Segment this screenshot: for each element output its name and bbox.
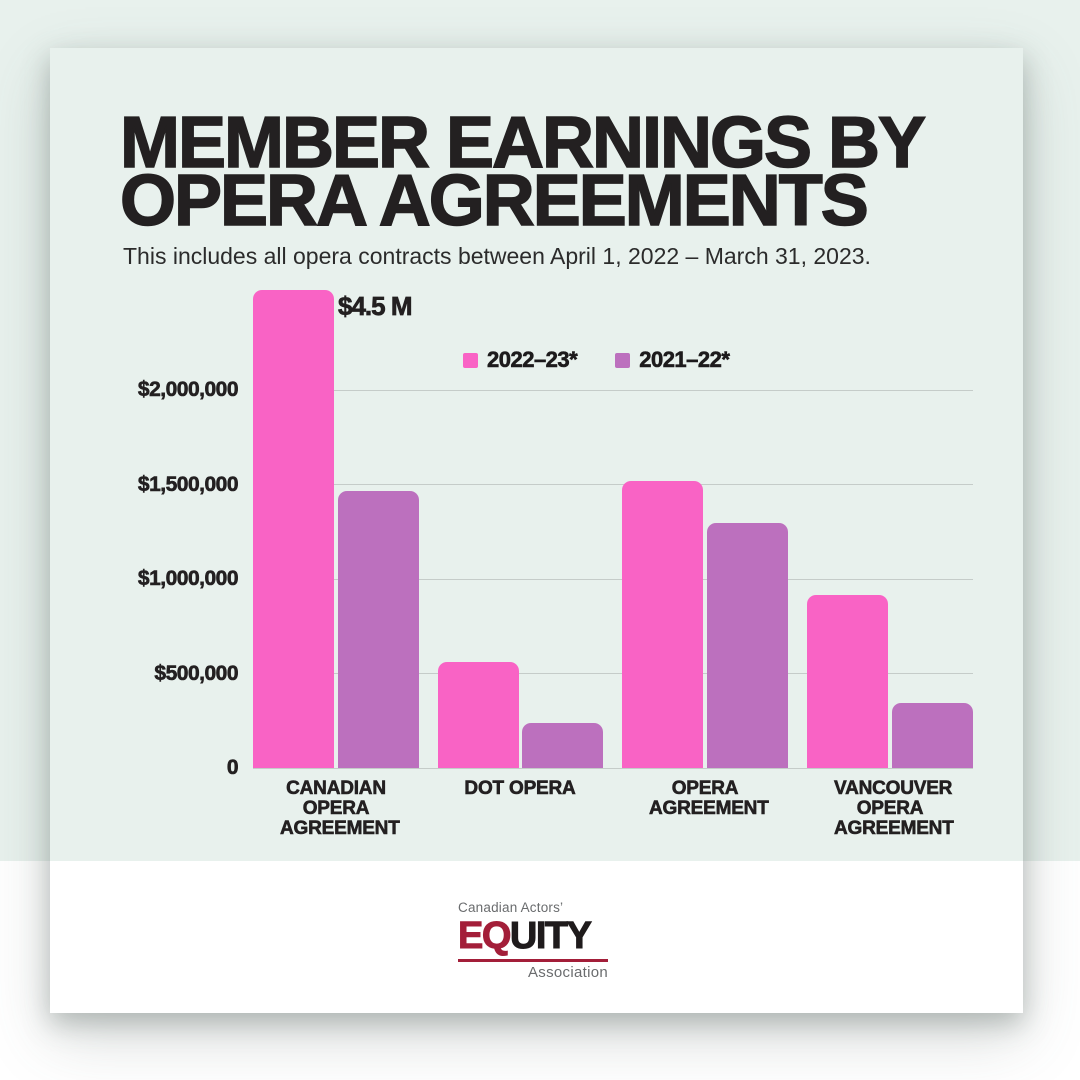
legend-swatch <box>615 352 631 368</box>
x-axis-category-label: OPERA AGREEMENT <box>649 778 769 819</box>
y-tick-label: $2,000,000 <box>137 378 239 402</box>
x-axis-baseline <box>253 767 973 769</box>
x-axis-category-label: CANADIAN OPERA AGREEMENT <box>280 778 400 839</box>
bar-202223-vancouver-opera-agreement <box>807 595 888 768</box>
equity-logo: Canadian Actors’ EQUITY Association <box>458 900 608 981</box>
legend-item: 2021–22* <box>615 347 730 373</box>
y-tick-label: 0 <box>226 756 239 780</box>
logo-pretext: Canadian Actors’ <box>458 900 564 915</box>
bar-202122-dot-opera <box>522 723 603 768</box>
bar-202223-dot-opera <box>438 662 519 768</box>
poster-card: MEMBER EARNINGS BY OPERA AGREEMENTS This… <box>50 48 1023 1013</box>
logo-wordmark-accent: EQ <box>458 915 512 957</box>
maple-leaf-icon <box>489 929 504 944</box>
legend-label: 2021–22* <box>639 347 730 373</box>
bar-202223-opera-agreement <box>622 481 703 768</box>
logo-rule <box>458 959 608 962</box>
bar-202223-canadian-opera-agreement <box>253 290 334 768</box>
page-title: MEMBER EARNINGS BY OPERA AGREEMENTS <box>119 103 925 241</box>
y-tick-label: $1,000,000 <box>137 567 239 591</box>
page-subtitle: This includes all opera contracts betwee… <box>123 243 871 269</box>
bar-202122-opera-agreement <box>707 523 788 768</box>
logo-wordmark-rest: UITY <box>509 915 592 957</box>
logo-posttext: Association <box>527 964 608 981</box>
y-tick-label: $1,500,000 <box>137 472 239 496</box>
gridline <box>253 578 973 580</box>
gridline <box>253 389 973 391</box>
legend-label: 2022–23* <box>487 347 578 373</box>
y-tick-label: $500,000 <box>154 661 239 685</box>
logo-wordmark: EQUITY <box>458 915 608 957</box>
chart-legend: 2022–23* 2021–22* <box>463 347 730 373</box>
gridline <box>253 673 973 674</box>
clipped-bar-value-label: $4.5 M <box>338 291 413 322</box>
gridline <box>253 484 973 485</box>
x-axis-category-label: VANCOUVER OPERA AGREEMENT <box>834 778 954 839</box>
legend-item: 2022–23* <box>463 347 578 373</box>
legend-swatch <box>463 352 478 368</box>
bar-202122-vancouver-opera-agreement <box>892 703 973 768</box>
bar-202122-canadian-opera-agreement <box>338 491 419 768</box>
x-axis-category-label: DOT OPERA <box>464 778 576 799</box>
